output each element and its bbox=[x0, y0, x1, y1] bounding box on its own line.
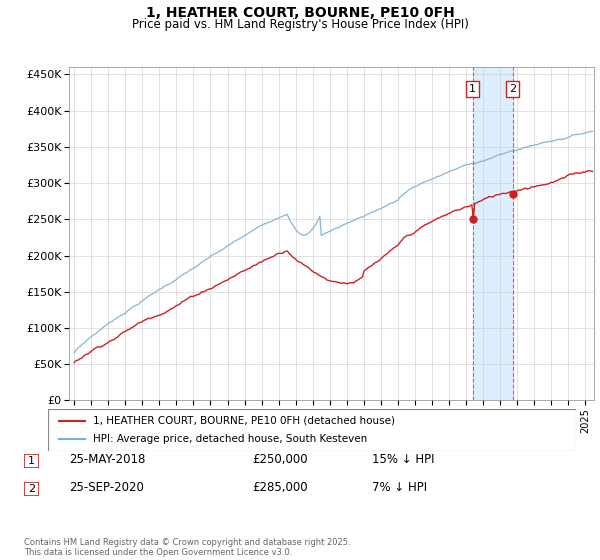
Text: £285,000: £285,000 bbox=[252, 480, 308, 494]
Bar bbox=[473, 67, 513, 400]
Text: 25-MAY-2018: 25-MAY-2018 bbox=[69, 452, 145, 466]
Text: 1: 1 bbox=[28, 456, 35, 465]
Text: 25-SEP-2020: 25-SEP-2020 bbox=[69, 480, 144, 494]
Text: 2: 2 bbox=[509, 84, 516, 94]
Text: 2: 2 bbox=[28, 484, 35, 493]
Text: 1, HEATHER COURT, BOURNE, PE10 0FH (detached house): 1, HEATHER COURT, BOURNE, PE10 0FH (deta… bbox=[93, 416, 395, 426]
Text: Contains HM Land Registry data © Crown copyright and database right 2025.
This d: Contains HM Land Registry data © Crown c… bbox=[24, 538, 350, 557]
Text: 1: 1 bbox=[469, 84, 476, 94]
Text: £250,000: £250,000 bbox=[252, 452, 308, 466]
Text: 7% ↓ HPI: 7% ↓ HPI bbox=[372, 480, 427, 494]
Text: Price paid vs. HM Land Registry's House Price Index (HPI): Price paid vs. HM Land Registry's House … bbox=[131, 18, 469, 31]
Text: HPI: Average price, detached house, South Kesteven: HPI: Average price, detached house, Sout… bbox=[93, 434, 367, 444]
Text: 15% ↓ HPI: 15% ↓ HPI bbox=[372, 452, 434, 466]
Text: 1, HEATHER COURT, BOURNE, PE10 0FH: 1, HEATHER COURT, BOURNE, PE10 0FH bbox=[146, 6, 454, 20]
